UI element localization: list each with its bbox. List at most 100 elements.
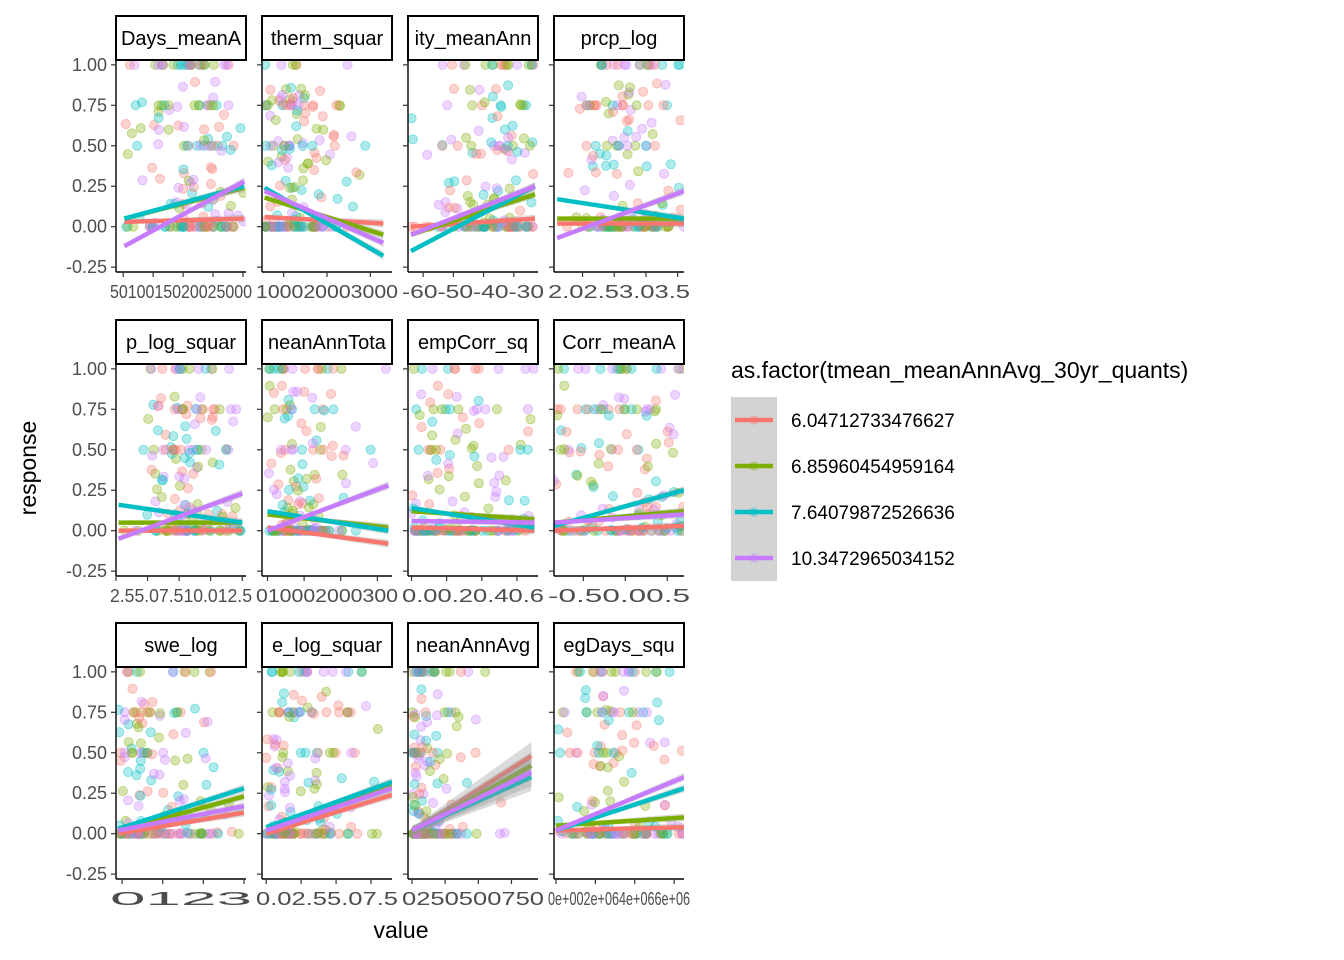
data-point xyxy=(126,747,137,758)
data-point xyxy=(228,140,239,151)
data-point xyxy=(580,693,591,704)
data-point xyxy=(424,499,435,510)
data-point xyxy=(119,752,130,763)
legend-label: 7.64079872526636 xyxy=(791,503,955,524)
data-point xyxy=(418,789,429,800)
data-point xyxy=(593,747,604,758)
data-point xyxy=(169,493,180,504)
data-point xyxy=(271,734,282,745)
data-point xyxy=(414,789,425,800)
data-point xyxy=(187,188,198,199)
data-point xyxy=(148,399,159,410)
data-point xyxy=(346,131,357,142)
data-point xyxy=(334,100,345,111)
data-point xyxy=(311,473,322,484)
fit-lines xyxy=(556,187,684,241)
data-point xyxy=(433,199,444,210)
data-point xyxy=(429,666,440,677)
data-point xyxy=(276,380,287,391)
data-point xyxy=(452,203,463,214)
data-point xyxy=(266,221,277,232)
fit-line-3 xyxy=(118,502,243,525)
fit-line-1 xyxy=(411,525,535,533)
data-point xyxy=(281,221,292,232)
data-point xyxy=(285,99,296,110)
data-point xyxy=(216,221,227,232)
data-point xyxy=(220,221,231,232)
data-point xyxy=(631,444,642,455)
data-point xyxy=(647,129,658,140)
data-point xyxy=(311,767,322,778)
data-point xyxy=(603,715,614,726)
data-point xyxy=(233,828,244,839)
data-point xyxy=(641,666,652,677)
data-point xyxy=(439,707,450,718)
data-point xyxy=(205,100,216,111)
data-point xyxy=(193,444,204,455)
data-point xyxy=(297,221,308,232)
data-point xyxy=(420,828,431,839)
data-point xyxy=(288,92,299,103)
data-point xyxy=(446,828,457,839)
data-point xyxy=(510,175,521,186)
data-point xyxy=(208,404,219,415)
data-point xyxy=(329,140,340,151)
data-point xyxy=(601,747,612,758)
data-point xyxy=(278,740,289,751)
data-point xyxy=(411,771,422,782)
data-point xyxy=(145,707,156,718)
data-point xyxy=(334,828,345,839)
data-point xyxy=(169,391,180,402)
data-point xyxy=(651,404,662,415)
data-point xyxy=(228,221,239,232)
data-point xyxy=(468,440,479,451)
data-point xyxy=(380,363,391,374)
data-point xyxy=(298,481,309,492)
data-point xyxy=(452,140,463,151)
data-point xyxy=(146,363,157,374)
data-point xyxy=(207,828,218,839)
data-point xyxy=(117,786,128,797)
fit-line-4 xyxy=(263,189,385,245)
data-point xyxy=(623,89,634,100)
data-point xyxy=(571,469,582,480)
data-point xyxy=(283,495,294,506)
data-point xyxy=(441,783,452,794)
y-tick-label: -0.25 xyxy=(66,257,107,277)
fit-line-3 xyxy=(265,779,392,830)
data-point xyxy=(221,221,232,232)
data-point xyxy=(340,444,351,455)
data-point xyxy=(603,404,614,415)
data-point xyxy=(658,100,669,111)
x-axis-title: value xyxy=(374,917,429,943)
data-point xyxy=(311,435,322,446)
data-point xyxy=(297,175,308,186)
y-tick-label: 0.50 xyxy=(72,136,107,156)
data-point xyxy=(278,747,289,758)
data-point xyxy=(312,828,323,839)
data-point xyxy=(345,707,356,718)
data-point xyxy=(278,688,289,699)
data-point xyxy=(580,363,591,374)
data-point xyxy=(522,444,533,455)
data-point xyxy=(457,822,468,833)
data-point xyxy=(288,476,299,487)
data-point xyxy=(617,745,628,756)
data-point xyxy=(519,495,530,506)
data-point xyxy=(309,783,320,794)
fit-line-4 xyxy=(555,774,684,833)
data-point xyxy=(427,416,438,427)
y-tick-label: -0.25 xyxy=(66,561,107,581)
data-point xyxy=(617,100,628,111)
data-point xyxy=(587,795,598,806)
data-point xyxy=(421,735,432,746)
data-point xyxy=(189,77,200,88)
data-point xyxy=(450,434,461,445)
data-point xyxy=(420,828,431,839)
data-point xyxy=(425,397,436,408)
data-point xyxy=(295,706,306,717)
data-point xyxy=(675,115,684,126)
data-point xyxy=(266,160,277,171)
data-point xyxy=(302,158,313,169)
fit-line-4 xyxy=(265,786,392,833)
